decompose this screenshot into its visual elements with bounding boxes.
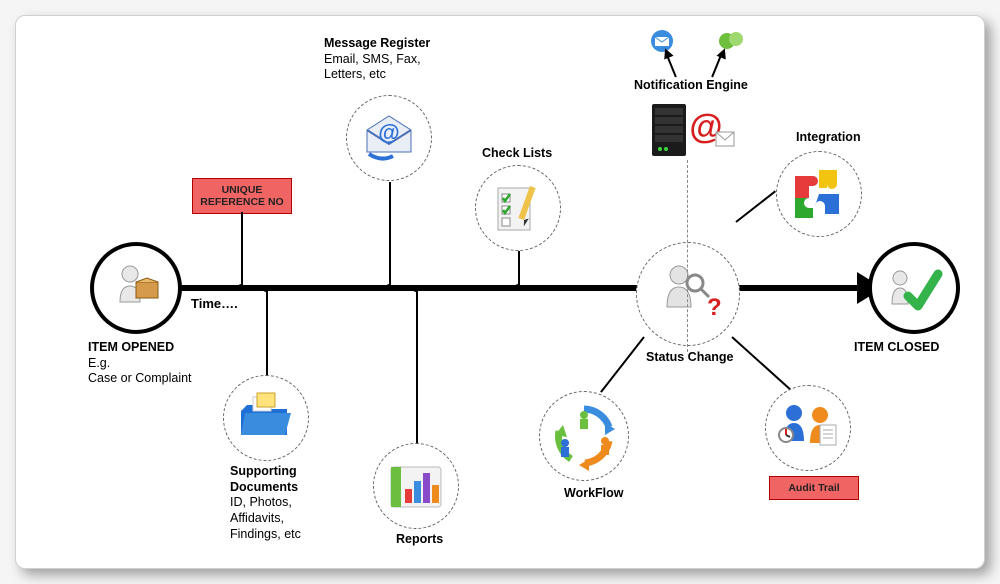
checklists-node xyxy=(475,165,561,251)
supporting-docs-label: SupportingDocuments ID, Photos,Affidavit… xyxy=(230,464,301,542)
checklists-dot xyxy=(515,284,521,290)
unique-ref-dot xyxy=(238,284,244,290)
reports-connector xyxy=(416,288,418,444)
person-box-icon xyxy=(106,258,166,318)
unique-ref-box: UNIQUEREFERENCE NO xyxy=(192,178,292,214)
status-change-vline xyxy=(687,160,688,352)
integration-node xyxy=(776,151,862,237)
server-at-icon: @ xyxy=(648,98,738,167)
diagram-canvas: Time…. ITEM OPENED E.g.Case or Complaint… xyxy=(15,15,985,569)
bar-chart-icon xyxy=(387,459,445,513)
item-opened-node xyxy=(90,242,182,334)
folder-open-icon xyxy=(235,391,297,445)
supporting-docs-node xyxy=(223,375,309,461)
audit-trail-node xyxy=(765,385,851,471)
email-at-icon: @ xyxy=(361,110,417,166)
message-register-connector xyxy=(389,182,391,286)
status-change-node: ? xyxy=(636,242,740,346)
reports-label: Reports xyxy=(396,532,443,548)
workflow-node xyxy=(539,391,629,481)
workflow-connector xyxy=(600,336,645,392)
checklists-connector xyxy=(518,251,520,286)
supporting-docs-dot xyxy=(263,286,269,292)
status-change-icon: ? xyxy=(651,257,725,331)
message-register-label: Message Register Email, SMS, Fax,Letters… xyxy=(324,36,430,83)
svg-text:@: @ xyxy=(378,120,399,145)
reports-dot xyxy=(413,286,419,292)
audit-people-icon xyxy=(776,399,840,457)
status-change-label: Status Change xyxy=(646,350,734,366)
message-register-dot xyxy=(386,284,392,290)
supporting-docs-connector xyxy=(266,288,268,376)
item-closed-node xyxy=(868,242,960,334)
reports-node xyxy=(373,443,459,529)
unique-ref-connector xyxy=(241,212,243,286)
person-check-icon xyxy=(882,256,946,320)
workflow-label: WorkFlow xyxy=(564,486,624,502)
message-register-node: @ xyxy=(346,95,432,181)
audit-trail-box: Audit Trail xyxy=(769,476,859,500)
audit-trail-connector xyxy=(731,336,792,391)
item-opened-label: ITEM OPENED E.g.Case or Complaint xyxy=(88,340,192,387)
puzzle-icon xyxy=(789,164,849,224)
checklist-icon xyxy=(490,180,546,236)
notification-engine-label: Notification Engine xyxy=(634,78,748,94)
people-cycle-icon xyxy=(549,401,619,471)
checklists-label: Check Lists xyxy=(482,146,552,162)
item-closed-label: ITEM CLOSED xyxy=(854,340,939,356)
integration-connector xyxy=(735,190,776,222)
svg-text:?: ? xyxy=(707,294,722,321)
time-label: Time…. xyxy=(191,296,238,312)
integration-label: Integration xyxy=(796,130,861,146)
